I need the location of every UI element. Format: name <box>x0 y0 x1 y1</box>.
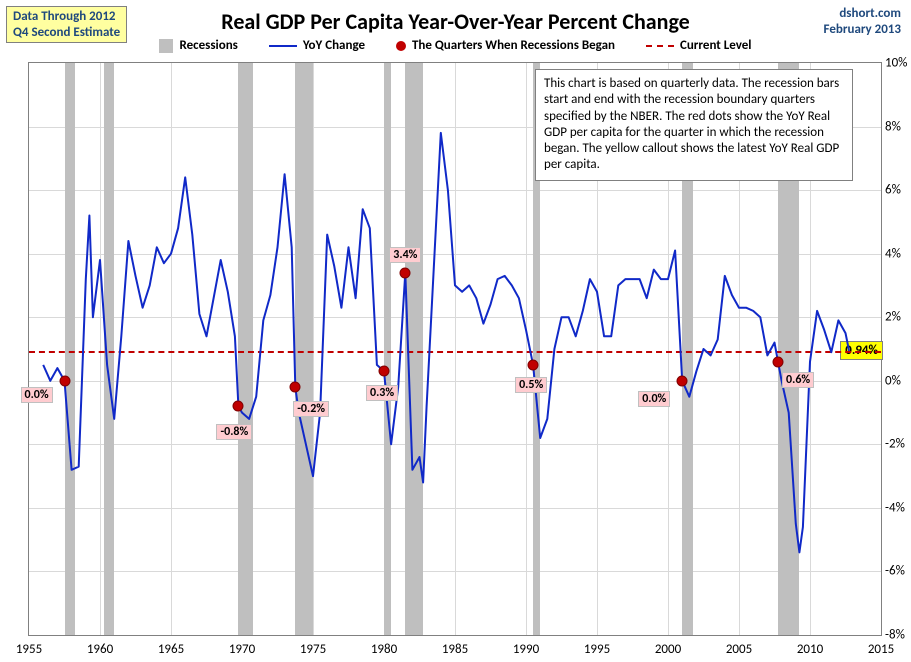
x-tick-label: 2000 <box>655 642 681 657</box>
x-tick-label: 1955 <box>16 642 42 657</box>
chart-title: Real GDP Per Capita Year-Over-Year Perce… <box>0 8 911 35</box>
y-tick-label: -4% <box>885 500 911 515</box>
x-tick-label: 1990 <box>513 642 539 657</box>
recession-start-dot <box>773 356 784 367</box>
recession-start-label: 0.3% <box>366 385 398 401</box>
source-date: February 2013 <box>824 22 901 38</box>
recession-start-dot <box>400 267 411 278</box>
plot-area: 0.94% -8%-6%-4%-2%0%2%4%6%8%10%195519601… <box>28 62 882 636</box>
legend: Recessions YoY Change The Quarters When … <box>0 38 911 53</box>
legend-yoy: YoY Change <box>303 38 365 53</box>
recession-start-label: 0.5% <box>515 377 547 393</box>
y-tick-label: 4% <box>885 246 911 261</box>
dash-swatch <box>646 45 674 47</box>
recession-start-dot <box>379 366 390 377</box>
recession-start-dot <box>528 359 539 370</box>
recession-start-label: 3.4% <box>389 247 421 263</box>
legend-current: Current Level <box>680 38 752 53</box>
y-tick-label: 2% <box>885 310 911 325</box>
legend-dots: The Quarters When Recessions Began <box>412 38 615 53</box>
y-tick-label: -2% <box>885 437 911 452</box>
chart-root: Data Through 2012 Q4 Second Estimate Rea… <box>0 0 911 662</box>
dot-swatch <box>396 41 406 51</box>
y-tick-label: -6% <box>885 564 911 579</box>
y-tick-label: 6% <box>885 183 911 198</box>
x-tick-label: 1960 <box>87 642 113 657</box>
y-tick-label: 10% <box>885 56 911 71</box>
x-tick-label: 1975 <box>300 642 326 657</box>
x-tick-label: 1985 <box>442 642 468 657</box>
recession-start-dot <box>59 375 70 386</box>
y-tick-label: -8% <box>885 628 911 643</box>
note-box: This chart is based on quarterly data. T… <box>535 69 853 181</box>
recession-start-label: 0.6% <box>782 372 814 388</box>
recession-start-dot <box>290 382 301 393</box>
y-tick-label: 0% <box>885 373 911 388</box>
x-tick-label: 1980 <box>371 642 397 657</box>
recession-start-dot <box>677 375 688 386</box>
recession-start-label: -0.8% <box>216 424 252 440</box>
recession-start-label: -0.2% <box>293 401 329 417</box>
line-swatch <box>269 45 297 47</box>
x-tick-label: 1995 <box>584 642 610 657</box>
x-tick-label: 2005 <box>726 642 752 657</box>
recession-start-dot <box>233 401 244 412</box>
source-label: dshort.com February 2013 <box>824 6 901 39</box>
x-tick-label: 2015 <box>868 642 894 657</box>
recession-start-label: 0.0% <box>21 387 53 403</box>
y-tick-label: 8% <box>885 119 911 134</box>
x-tick-label: 1970 <box>229 642 255 657</box>
legend-recessions: Recessions <box>179 38 237 53</box>
recession-swatch <box>159 39 173 53</box>
recession-start-label: 0.0% <box>638 391 670 407</box>
x-tick-label: 1965 <box>158 642 184 657</box>
source-site: dshort.com <box>824 6 901 22</box>
x-tick-label: 2010 <box>797 642 823 657</box>
